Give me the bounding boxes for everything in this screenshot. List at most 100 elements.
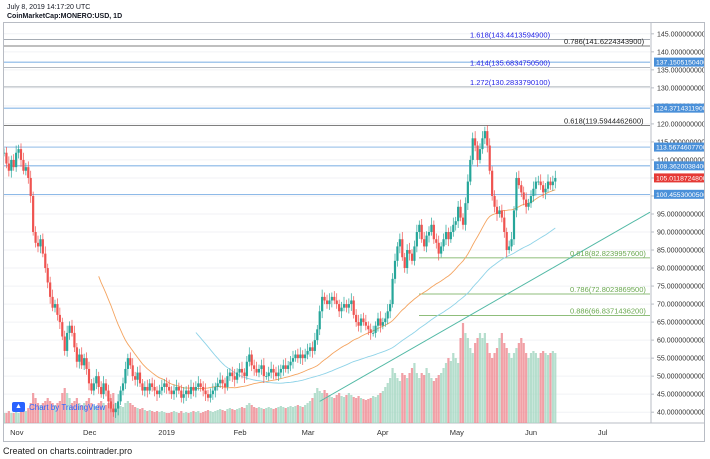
candlestick <box>151 377 154 392</box>
candlestick <box>121 377 125 396</box>
candlestick <box>333 291 336 305</box>
candle-body <box>66 332 69 351</box>
candlestick <box>452 217 455 237</box>
candle-body <box>447 232 450 240</box>
candlestick <box>104 379 108 397</box>
candlestick <box>248 347 251 367</box>
volume-bar <box>257 407 261 423</box>
candle-body <box>160 386 163 391</box>
volume-bar <box>24 411 27 423</box>
x-tick-label: Mar <box>302 428 315 437</box>
volume-bar <box>418 378 421 423</box>
volume-bar <box>352 397 355 423</box>
volume-bar <box>226 409 229 423</box>
y-tick-label: 50.0000000000 <box>657 374 704 381</box>
candlestick <box>389 299 392 319</box>
volume-bar <box>355 398 358 423</box>
candle-body <box>376 318 380 326</box>
candlestick <box>546 174 550 193</box>
volume-bar <box>148 410 151 423</box>
candle-body <box>420 224 423 240</box>
volume-bar <box>136 408 139 423</box>
volume-bar <box>119 406 122 423</box>
candlestick <box>437 235 440 261</box>
tradingview-watermark[interactable]: ▲ Chart by TradingView <box>12 402 105 412</box>
candle-body <box>126 358 129 369</box>
candlestick <box>223 377 227 394</box>
candle-body <box>204 390 207 395</box>
volume-bar <box>471 353 474 423</box>
candlestick <box>216 377 219 391</box>
volume-bar <box>165 413 168 423</box>
candle-body <box>389 304 392 312</box>
candle-body <box>418 224 421 233</box>
candlestick <box>442 233 445 252</box>
candle-body <box>78 354 81 362</box>
volume-bar <box>90 403 93 423</box>
volume-bar <box>192 411 195 423</box>
y-tick-label: 85.0000000000 <box>657 248 704 255</box>
candlestick <box>199 379 202 392</box>
candle-body <box>539 181 542 186</box>
price-chart[interactable]: 1.618(143.4413594900) 0.786(141.622434390… <box>4 23 704 441</box>
candlestick <box>267 366 270 381</box>
price-tag-label: 105.0118724800 <box>656 175 704 182</box>
candlestick <box>313 332 316 355</box>
candle-body <box>350 300 353 305</box>
candle-body <box>367 325 370 330</box>
volume-bar <box>284 408 287 423</box>
candlestick <box>352 296 355 319</box>
candlestick <box>180 384 183 403</box>
candle-body <box>430 224 433 233</box>
candle-body <box>262 365 265 377</box>
y-tick-label: 55.0000000000 <box>657 356 704 363</box>
candle-body <box>257 368 261 373</box>
chart-symbol: CoinMarketCap:MONERO:USD, 1D <box>7 13 123 20</box>
volume-bar <box>425 368 428 423</box>
price-tag-label: 108.3620038400 <box>656 163 704 170</box>
candle-body <box>61 322 64 337</box>
candlestick <box>408 242 411 261</box>
candlestick <box>41 233 44 258</box>
candlestick <box>542 180 545 199</box>
candle-body <box>151 383 154 387</box>
volume-bar <box>427 373 431 423</box>
candle-body <box>134 376 137 380</box>
volume-bar <box>466 338 469 423</box>
volume-bar <box>219 409 222 423</box>
volume-bar <box>160 411 163 423</box>
candlestick <box>338 299 341 318</box>
volume-bar <box>49 401 52 423</box>
volume-bar <box>73 401 76 423</box>
candlestick <box>226 368 229 391</box>
candle-body <box>474 138 477 146</box>
candlestick <box>15 145 18 172</box>
volume-bar <box>66 393 69 423</box>
candle-body <box>112 408 115 413</box>
volume-bar <box>301 407 304 423</box>
price-tag-bg <box>654 189 704 199</box>
candle-body <box>219 379 222 384</box>
chart-frame[interactable]: 1.618(143.4413594900) 0.786(141.622434390… <box>3 22 705 442</box>
volume-bar <box>342 397 346 423</box>
candle-body <box>250 354 253 366</box>
candlestick <box>66 325 69 357</box>
candlestick <box>221 375 224 390</box>
candle-body <box>199 383 202 387</box>
volume-bar <box>321 393 324 423</box>
candlestick <box>100 381 103 398</box>
candle-body <box>381 322 384 326</box>
volume-bar <box>289 406 292 423</box>
candle-body <box>63 336 66 351</box>
candle-body <box>129 358 132 366</box>
volume-bar <box>134 407 137 423</box>
candlestick <box>554 170 557 189</box>
volume-bar <box>75 398 78 423</box>
candle-body <box>175 386 178 391</box>
volume-bar <box>10 413 13 423</box>
volume-bar <box>92 405 95 423</box>
volume-bar <box>415 373 418 423</box>
candle-body <box>226 376 229 387</box>
candlestick <box>474 131 477 152</box>
candle-body <box>248 354 251 362</box>
